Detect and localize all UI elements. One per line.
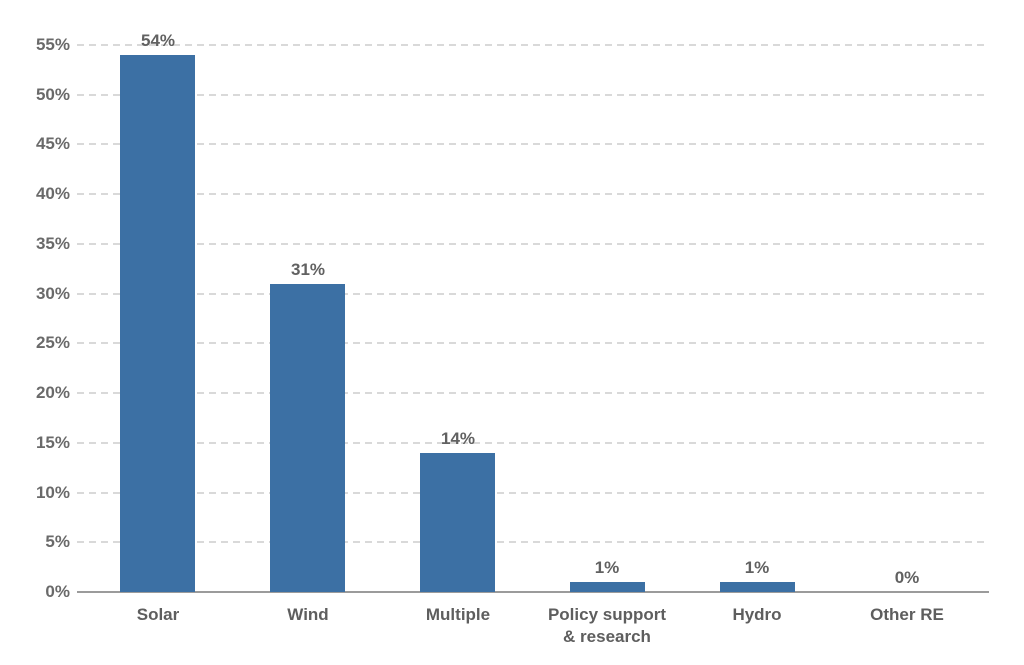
bar-hydro <box>720 582 795 592</box>
gridline-50% <box>77 94 989 96</box>
x-axis-category-label: Multiple <box>425 605 491 624</box>
bar-wind <box>270 284 345 592</box>
x-axis-category-label: Other RE <box>870 605 944 624</box>
bar-multiple <box>420 453 495 592</box>
y-axis-tick-45%: 45% <box>35 134 70 153</box>
x-axis-category-label: Wind <box>287 605 329 624</box>
y-axis-tick-50%: 50% <box>35 85 70 104</box>
bar-value-label: 0% <box>894 568 920 587</box>
y-axis-tick-35%: 35% <box>35 234 70 253</box>
bar-value-label: 31% <box>290 260 326 279</box>
y-axis-tick-10%: 10% <box>35 483 70 502</box>
bar-value-label: 14% <box>440 429 476 448</box>
bar-value-label: 54% <box>140 31 176 50</box>
y-axis-tick-5%: 5% <box>45 532 70 551</box>
bar-value-label: 1% <box>594 558 620 577</box>
gridline-20% <box>77 392 989 394</box>
gridline-25% <box>77 342 989 344</box>
y-axis-tick-55%: 55% <box>35 35 70 54</box>
bar-value-label: 1% <box>744 558 770 577</box>
y-axis-tick-20%: 20% <box>35 383 70 402</box>
y-axis-tick-25%: 25% <box>35 333 70 352</box>
gridline-35% <box>77 243 989 245</box>
x-axis-line <box>77 591 989 593</box>
gridline-15% <box>77 442 989 444</box>
x-axis-category-label: Hydro <box>732 605 782 624</box>
gridline-40% <box>77 193 989 195</box>
gridline-10% <box>77 492 989 494</box>
gridline-5% <box>77 541 989 543</box>
bar-policy-support-&-research <box>570 582 645 592</box>
x-axis-category-label: Policy support & research <box>547 605 667 646</box>
x-axis-category-label: Solar <box>136 605 180 624</box>
gridline-55% <box>77 44 989 46</box>
y-axis-tick-30%: 30% <box>35 284 70 303</box>
y-axis-tick-40%: 40% <box>35 184 70 203</box>
y-axis-tick-15%: 15% <box>35 433 70 452</box>
y-axis-tick-0%: 0% <box>45 582 70 601</box>
bar-solar <box>120 55 195 592</box>
gridline-30% <box>77 293 989 295</box>
gridline-45% <box>77 143 989 145</box>
